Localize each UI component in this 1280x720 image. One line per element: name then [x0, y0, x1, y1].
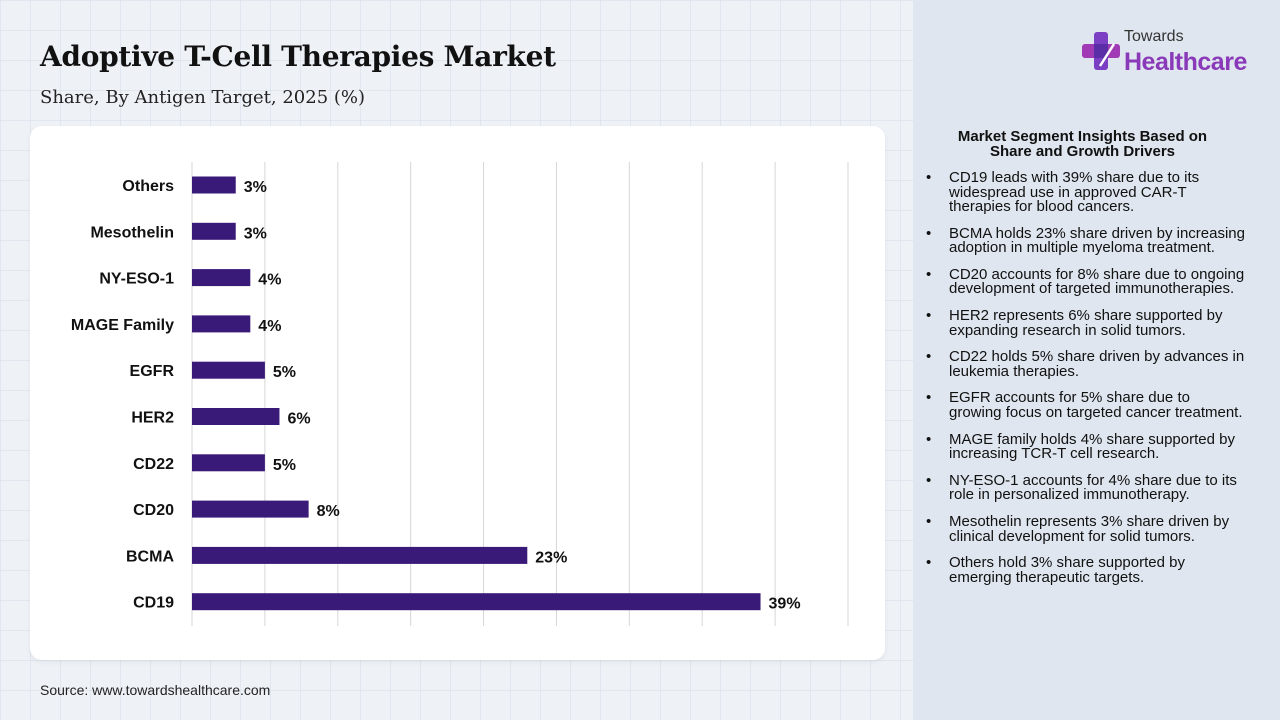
logo-text-healthcare: Healthcare	[1124, 48, 1247, 76]
insight-item: • HER2 represents 6% share supported by e…	[926, 307, 1246, 339]
bullet-icon: •	[926, 430, 932, 448]
page-subtitle: Share, By Antigen Target, 2025 (%)	[40, 87, 366, 108]
bar	[192, 546, 528, 564]
bullet-icon: •	[926, 513, 932, 530]
insight-item: • NY-ESO-1 accounts for 4% share due to i…	[926, 471, 1246, 504]
bullet-icon: •	[926, 348, 932, 366]
category-label: Mesothelin	[90, 224, 174, 241]
bullet-icon: •	[926, 307, 932, 325]
bar	[192, 361, 265, 379]
insight-item: • Mesothelin represents 3% share driven b…	[926, 513, 1246, 545]
category-label: EGFR	[130, 363, 175, 380]
insight-text: NY-ESO-1 accounts for 4% share due to it…	[949, 471, 1237, 504]
value-label: 23%	[535, 549, 567, 566]
value-label: 6%	[287, 411, 310, 428]
insight-text: Others hold 3% share supported by emergi…	[949, 554, 1185, 586]
medical-cross-icon	[1082, 32, 1120, 70]
insight-item: • MAGE family holds 4% share supported by…	[926, 430, 1246, 463]
bullet-icon: •	[926, 389, 932, 407]
insights-title-line1: Market Segment Insights Based on	[957, 128, 1208, 145]
value-label: 3%	[244, 179, 267, 196]
bullet-icon: •	[926, 471, 932, 489]
insight-text: CD20 accounts for 8% share due to ongoin…	[949, 265, 1245, 298]
bar-chart: Others 3% Mesothelin 3% NY-ESO-1 4% MAGE Famil…	[71, 162, 849, 626]
insights-panel	[913, 0, 1280, 720]
logo-text-towards: Towards	[1124, 28, 1184, 45]
bar	[192, 176, 236, 194]
brand-logo: Towards Healthcare	[1080, 28, 1260, 78]
insight-text: EGFR accounts for 5% share due to growin…	[949, 389, 1243, 421]
insight-item: • CD20 accounts for 8% share due to ongoi…	[926, 265, 1246, 298]
insight-text: CD22 holds 5% share driven by advances i…	[949, 348, 1245, 380]
insight-text: BCMA holds 23% share driven by increasin…	[949, 224, 1245, 257]
insight-item: • Others hold 3% share supported by emerg…	[926, 554, 1246, 586]
insight-text: HER2 represents 6% share supported by ex…	[949, 307, 1223, 339]
bullet-icon: •	[926, 169, 932, 186]
value-label: 4%	[258, 272, 281, 289]
insights-title: Market Segment Insights Based on Share a…	[930, 129, 1235, 159]
bullet-icon: •	[926, 554, 932, 572]
insight-text: Mesothelin represents 3% share driven by…	[949, 513, 1230, 545]
category-label: Others	[122, 178, 174, 195]
bar	[192, 408, 280, 425]
insight-text: CD19 leads with 39% share due to its wid…	[949, 169, 1200, 215]
value-label: 39%	[769, 596, 801, 613]
category-label: BCMA	[126, 548, 174, 565]
value-label: 5%	[273, 364, 296, 381]
bar	[192, 269, 251, 287]
insight-text: MAGE family holds 4% share supported by …	[949, 430, 1235, 463]
bullet-icon: •	[926, 224, 932, 242]
value-label: 8%	[317, 503, 340, 520]
bar	[192, 315, 251, 333]
bar	[192, 593, 761, 611]
insight-item: • CD22 holds 5% share driven by advances …	[926, 348, 1246, 380]
category-label: CD22	[133, 456, 174, 473]
category-label: HER2	[131, 410, 174, 427]
insights-list: • CD19 leads with 39% share due to its wi…	[926, 169, 1246, 597]
insight-item: • CD19 leads with 39% share due to its wi…	[926, 169, 1246, 215]
category-label: NY-ESO-1	[99, 271, 174, 288]
insight-item: • BCMA holds 23% share driven by increasi…	[926, 224, 1246, 257]
category-label: MAGE Family	[71, 317, 174, 334]
value-label: 5%	[273, 457, 296, 474]
bar	[192, 500, 309, 518]
page-title: Adoptive T-Cell Therapies Market	[40, 40, 556, 73]
source-note: Source: www.towardshealthcare.com	[40, 682, 271, 698]
category-label: CD20	[133, 502, 174, 519]
bar	[192, 222, 236, 240]
value-label: 3%	[244, 225, 267, 242]
chart-card: Others 3% Mesothelin 3% NY-ESO-1 4% MAGE Famil…	[30, 126, 885, 660]
category-label: CD19	[133, 595, 174, 612]
bar	[192, 454, 265, 472]
insights-title-line2: Share and Growth Drivers	[989, 143, 1176, 160]
value-label: 4%	[258, 318, 281, 335]
bullet-icon: •	[926, 265, 932, 283]
insight-item: • EGFR accounts for 5% share due to growi…	[926, 391, 1246, 420]
